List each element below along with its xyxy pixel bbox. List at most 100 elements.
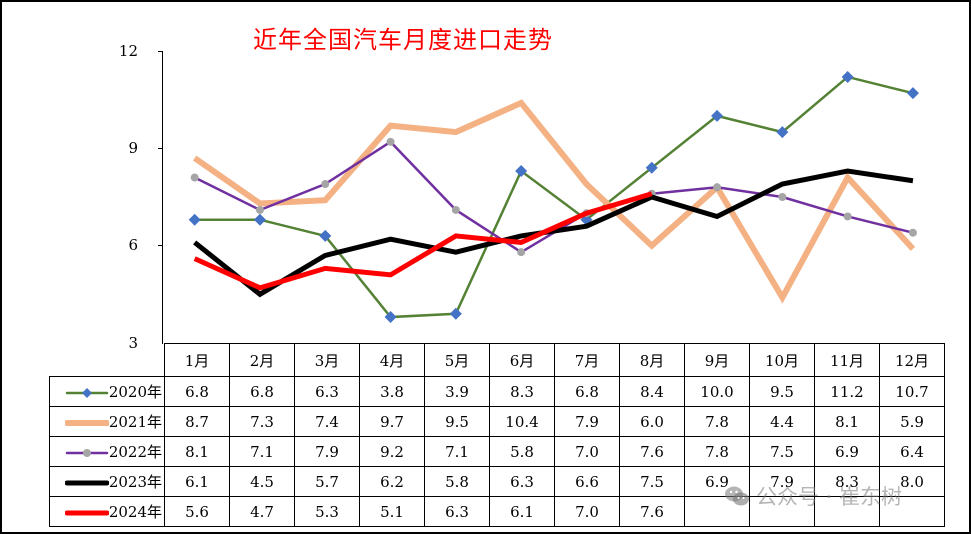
table-cell: 10.4 (489, 406, 555, 437)
table-cell: 6.3 (294, 376, 360, 407)
table-cell: 5.1 (359, 496, 425, 527)
series-2020年 (188, 70, 919, 324)
column-header: 12月 (879, 343, 945, 377)
legend-label: 2020年 (108, 383, 162, 401)
table-cell: 8.1 (814, 406, 880, 437)
diamond-marker (188, 213, 201, 226)
table-cell: 8.4 (619, 376, 685, 407)
series-layer (188, 70, 919, 324)
legend-cell: 2023年 (49, 466, 165, 497)
diamond-marker (515, 165, 528, 178)
legend-key-line-icon (64, 417, 109, 429)
column-header: 8月 (619, 343, 685, 377)
y-tick-9: 9 (128, 139, 138, 157)
table-row: 2020年 6.8 6.8 6.3 3.8 3.9 8.3 6.8 8.4 10.0 9.5 11.2… (49, 376, 945, 407)
watermark: 公众号 · 崔东树 (724, 481, 902, 512)
table-cell: 8.1 (164, 436, 230, 467)
table-cell: 6.2 (359, 466, 425, 497)
chart-title: 近年全国汽车月度进口走势 (253, 26, 553, 54)
table-cell: 8.3 (489, 376, 555, 407)
legend-label: 2024年 (108, 503, 162, 521)
table-cell: 7.9 (554, 406, 620, 437)
table-cell: 3.9 (424, 376, 490, 407)
table-cell: 6.8 (554, 376, 620, 407)
table-cell: 5.7 (294, 466, 360, 497)
table-cell: 6.8 (164, 376, 230, 407)
legend-label: 2023年 (108, 473, 162, 491)
circle-marker (451, 205, 460, 214)
series-2023年 (193, 168, 914, 298)
table-cell: 6.6 (554, 466, 620, 497)
diamond-marker (841, 70, 854, 83)
table-header-row: 1月 2月 3月 4月 5月 6月 7月 8月 9月 10月 11月 12月 (49, 343, 945, 377)
diamond-marker (253, 213, 266, 226)
table-cell: 6.0 (619, 406, 685, 437)
table-cell: 7.0 (554, 496, 620, 527)
watermark-text: 公众号 · 崔东树 (756, 485, 903, 509)
table-cell: 7.9 (749, 466, 815, 497)
legend-cell: 2021年 (49, 406, 165, 437)
table-cell: 9.5 (749, 376, 815, 407)
circle-marker (908, 228, 917, 237)
series-2021年 (192, 99, 916, 304)
legend-label: 2022年 (108, 443, 162, 461)
table-cell: 5.8 (489, 436, 555, 467)
table-cell: 6.4 (879, 436, 945, 467)
legend-key-line-icon (64, 477, 109, 489)
diamond-marker (319, 229, 332, 242)
table-cell: 9.5 (424, 406, 490, 437)
legend-key-circle-icon (65, 447, 109, 459)
table-cell: 10.0 (684, 376, 750, 407)
series-2024年 (193, 191, 653, 291)
table-cell: 7.0 (554, 436, 620, 467)
table-cell: 6.8 (229, 376, 295, 407)
table-cell: 6.3 (424, 496, 490, 527)
legend-key-line-icon (64, 507, 109, 519)
table-row: 2024年 5.6 4.7 5.3 5.1 6.3 6.1 7.0 7.6 (49, 496, 945, 527)
table-cell: 5.6 (164, 496, 230, 527)
table-cell: 9.7 (359, 406, 425, 437)
column-header: 11月 (814, 343, 880, 377)
circle-marker (843, 212, 852, 221)
table-cell: 7.6 (619, 496, 685, 527)
column-header: 3月 (294, 343, 360, 377)
table-row: 2022年 8.1 7.1 7.9 9.2 7.1 5.8 7.0 7.6 7.8 7.5 6.9 6.… (49, 436, 945, 467)
column-header: 7月 (554, 343, 620, 377)
table-cell: 5.8 (424, 466, 490, 497)
legend-label: 2021年 (108, 413, 162, 431)
y-tick-3: 3 (128, 334, 138, 352)
table-cell: 3.8 (359, 376, 425, 407)
table-cell (814, 496, 880, 527)
column-header: 2月 (229, 343, 295, 377)
circle-marker (517, 248, 526, 257)
diamond-marker (711, 109, 724, 122)
table-row: 2023年 6.1 4.5 5.7 6.2 5.8 6.3 6.6 7.5 6.9 7.9 8.3 8.… (49, 466, 945, 497)
table-cell: 6.3 (489, 466, 555, 497)
column-header: 5月 (424, 343, 490, 377)
column-header: 1月 (164, 343, 230, 377)
table-cell: 7.9 (294, 436, 360, 467)
table-corner (49, 343, 165, 377)
data-table: 1月 2月 3月 4月 5月 6月 7月 8月 9月 10月 11月 12月 2020年 6.8 6.8 6.… (49, 343, 945, 527)
diamond-marker (776, 126, 789, 139)
table-cell: 4.5 (229, 466, 295, 497)
circle-marker (255, 205, 264, 214)
table-cell: 11.2 (814, 376, 880, 407)
table-cell: 7.8 (684, 406, 750, 437)
table-cell: 7.3 (229, 406, 295, 437)
table-cell: 4.7 (229, 496, 295, 527)
table-cell: 4.4 (749, 406, 815, 437)
table-cell: 6.1 (164, 466, 230, 497)
legend-cell: 2022年 (49, 436, 165, 467)
table-cell: 7.8 (684, 436, 750, 467)
table-cell: 7.1 (424, 436, 490, 467)
table-cell: 5.9 (879, 406, 945, 437)
legend-cell: 2020年 (49, 376, 165, 407)
table-cell: 7.5 (619, 466, 685, 497)
table-cell: 7.4 (294, 406, 360, 437)
legend-cell: 2024年 (49, 496, 165, 527)
table-cell: 6.1 (489, 496, 555, 527)
table-cell: 8.7 (164, 406, 230, 437)
y-axis (158, 51, 163, 344)
